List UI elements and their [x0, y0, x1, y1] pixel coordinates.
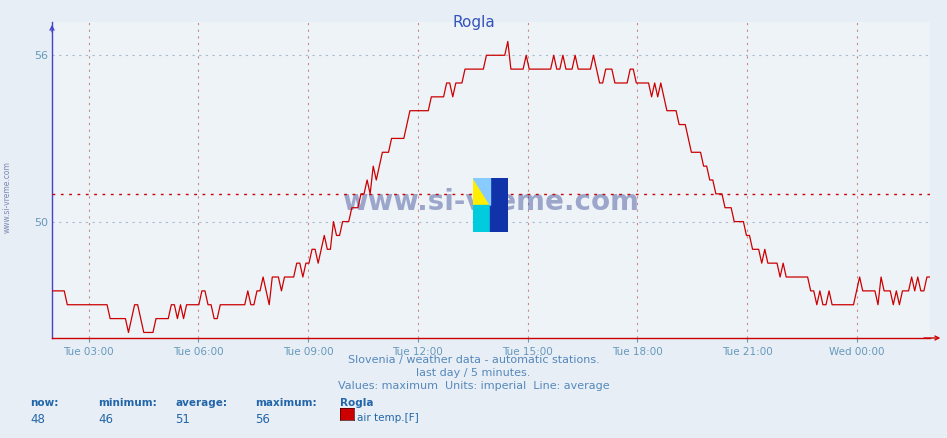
Text: last day / 5 minutes.: last day / 5 minutes.: [417, 368, 530, 378]
Text: average:: average:: [175, 398, 227, 408]
Text: Values: maximum  Units: imperial  Line: average: Values: maximum Units: imperial Line: av…: [338, 381, 609, 391]
Text: 56: 56: [255, 413, 270, 426]
Text: 51: 51: [175, 413, 190, 426]
Text: 46: 46: [98, 413, 113, 426]
Text: minimum:: minimum:: [98, 398, 157, 408]
Text: maximum:: maximum:: [255, 398, 316, 408]
Text: 48: 48: [30, 413, 45, 426]
Polygon shape: [473, 177, 490, 205]
Text: Rogla: Rogla: [452, 15, 495, 30]
Text: air temp.[F]: air temp.[F]: [357, 413, 419, 423]
Text: www.si-vreme.com: www.si-vreme.com: [343, 188, 639, 216]
Bar: [473, 205, 490, 233]
Text: now:: now:: [30, 398, 59, 408]
Bar: [490, 177, 508, 233]
Text: www.si-vreme.com: www.si-vreme.com: [3, 161, 12, 233]
Bar: [473, 177, 490, 205]
Text: Rogla: Rogla: [340, 398, 373, 408]
Text: Slovenia / weather data - automatic stations.: Slovenia / weather data - automatic stat…: [348, 355, 599, 365]
